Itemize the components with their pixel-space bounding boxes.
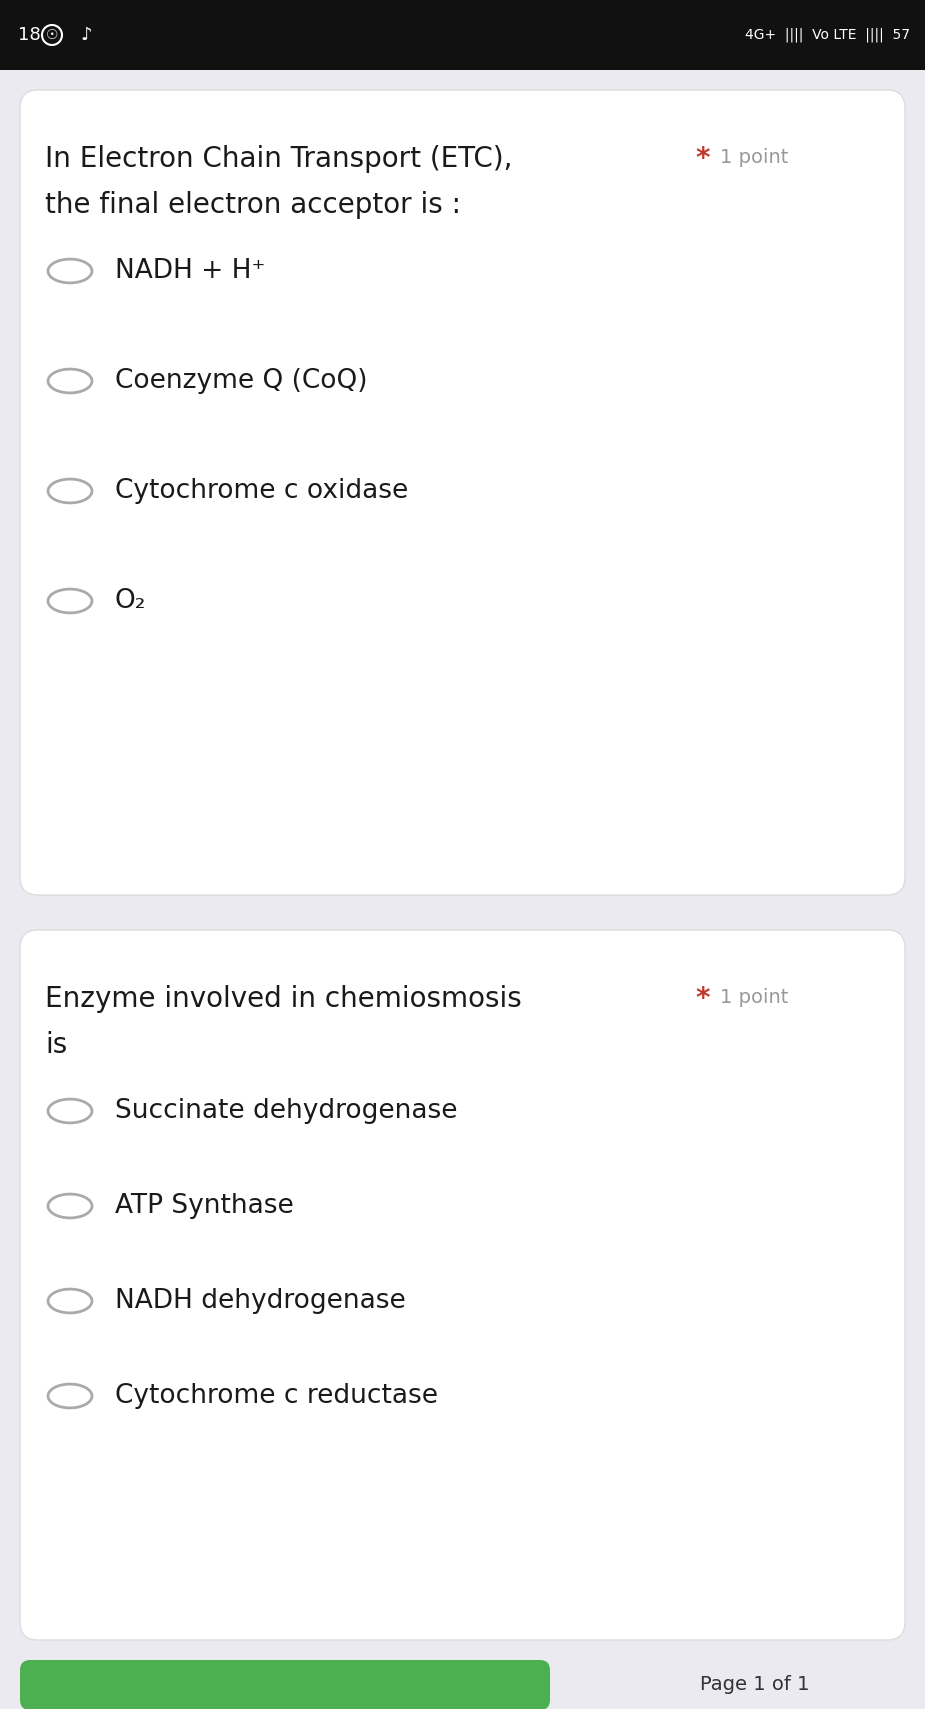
Text: 1 point: 1 point bbox=[720, 988, 788, 1007]
Text: Cytochrome c reductase: Cytochrome c reductase bbox=[115, 1383, 438, 1408]
Text: Coenzyme Q (CoQ): Coenzyme Q (CoQ) bbox=[115, 367, 367, 395]
Ellipse shape bbox=[48, 369, 92, 393]
FancyBboxPatch shape bbox=[20, 930, 905, 1641]
Text: *: * bbox=[695, 145, 709, 173]
Text: NADH + H⁺: NADH + H⁺ bbox=[115, 258, 265, 284]
Ellipse shape bbox=[48, 260, 92, 284]
Ellipse shape bbox=[48, 479, 92, 502]
Text: Page 1 of 1: Page 1 of 1 bbox=[700, 1675, 809, 1695]
Text: ♪: ♪ bbox=[80, 26, 92, 44]
Text: Cytochrome c oxidase: Cytochrome c oxidase bbox=[115, 479, 408, 504]
Text: Succinate dehydrogenase: Succinate dehydrogenase bbox=[115, 1097, 458, 1125]
Text: *: * bbox=[695, 984, 709, 1013]
Text: 4G+  ||||  Vo LTE  ||||  57: 4G+ |||| Vo LTE |||| 57 bbox=[745, 27, 910, 43]
Text: 18: 18 bbox=[18, 26, 41, 44]
FancyBboxPatch shape bbox=[20, 91, 905, 896]
Ellipse shape bbox=[48, 590, 92, 614]
Text: is: is bbox=[45, 1031, 68, 1060]
Text: 1 point: 1 point bbox=[720, 149, 788, 167]
Text: O₂: O₂ bbox=[115, 588, 146, 614]
Text: In Electron Chain Transport (ETC),: In Electron Chain Transport (ETC), bbox=[45, 145, 512, 173]
Text: NADH dehydrogenase: NADH dehydrogenase bbox=[115, 1289, 406, 1314]
FancyBboxPatch shape bbox=[0, 0, 925, 70]
FancyBboxPatch shape bbox=[20, 1659, 550, 1709]
Text: Enzyme involved in chemiosmosis: Enzyme involved in chemiosmosis bbox=[45, 984, 522, 1013]
Ellipse shape bbox=[48, 1195, 92, 1219]
Ellipse shape bbox=[48, 1289, 92, 1313]
Text: ATP Synthase: ATP Synthase bbox=[115, 1193, 294, 1219]
Text: ☉: ☉ bbox=[45, 27, 58, 43]
Text: the final electron acceptor is :: the final electron acceptor is : bbox=[45, 191, 461, 219]
Ellipse shape bbox=[48, 1384, 92, 1408]
Ellipse shape bbox=[48, 1099, 92, 1123]
